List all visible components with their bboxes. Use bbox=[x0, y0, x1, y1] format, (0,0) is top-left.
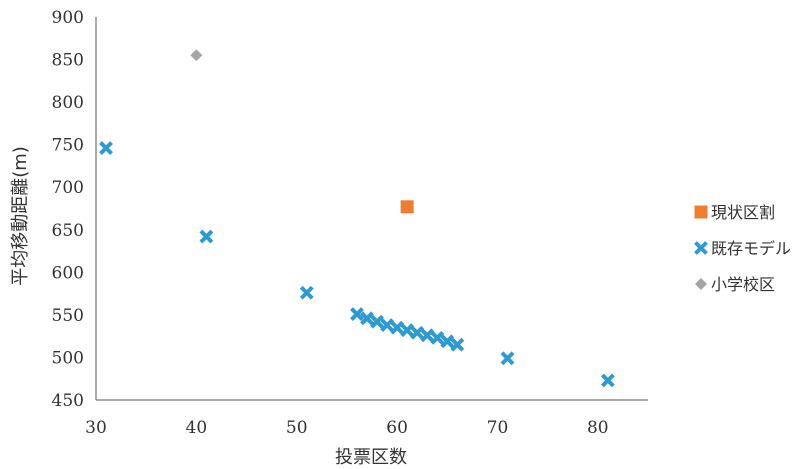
x-tick-labels: 30 40 50 60 70 80 bbox=[85, 418, 608, 438]
data-point-2-8 bbox=[390, 320, 405, 335]
y-axis-title: 平均移動距離(m) bbox=[10, 146, 31, 286]
data-point-2-12 bbox=[430, 330, 445, 345]
legend-marker-2 bbox=[694, 241, 708, 255]
y-tick-label: 550 bbox=[52, 306, 84, 326]
data-point-2-5 bbox=[360, 311, 374, 326]
y-tick-label: 900 bbox=[52, 8, 84, 28]
data-point-2-11 bbox=[420, 328, 435, 343]
x-tick-label: 50 bbox=[286, 418, 308, 438]
data-point-2-14 bbox=[450, 337, 465, 352]
legend-label-2: 既存モデル bbox=[711, 239, 791, 258]
legend-label-1: 現状区割 bbox=[711, 203, 775, 222]
x-tick-label: 60 bbox=[386, 418, 408, 438]
y-tick-label: 800 bbox=[52, 93, 84, 113]
data-point-1-1 bbox=[400, 200, 414, 214]
data-point-2-13 bbox=[440, 334, 455, 349]
data-point-2-15 bbox=[500, 351, 515, 366]
legend-marker-3 bbox=[695, 278, 707, 290]
x-tick-label: 40 bbox=[186, 418, 208, 438]
data-point-2-1 bbox=[99, 141, 113, 155]
data-point-2-7 bbox=[380, 318, 394, 333]
data-point-2-4 bbox=[350, 307, 364, 321]
data-point-2-6 bbox=[370, 314, 384, 329]
y-tick-labels: 450 500 550 600 650 700 750 800 850 900 bbox=[52, 8, 84, 411]
x-tick-label: 80 bbox=[587, 418, 609, 438]
data-point-2-16 bbox=[600, 373, 615, 388]
y-tick-label: 600 bbox=[52, 263, 84, 283]
data-points bbox=[99, 49, 615, 388]
data-point-2-3 bbox=[299, 285, 314, 300]
y-tick-label: 450 bbox=[52, 391, 84, 411]
x-tick-label: 30 bbox=[85, 418, 107, 438]
legend-label-3: 小学校区 bbox=[711, 275, 775, 294]
y-tick-label: 750 bbox=[52, 136, 84, 156]
data-point-2-10 bbox=[410, 325, 425, 340]
y-tick-label: 650 bbox=[52, 221, 84, 241]
x-tick-label: 70 bbox=[487, 418, 509, 438]
data-point-3-1 bbox=[190, 49, 203, 62]
data-point-2-9 bbox=[400, 323, 415, 338]
y-tick-label: 500 bbox=[52, 348, 84, 368]
x-axis-title: 投票区数 bbox=[335, 447, 407, 468]
y-tick-label: 850 bbox=[52, 51, 84, 71]
data-point-2-2 bbox=[199, 229, 214, 244]
y-tick-label: 700 bbox=[52, 178, 84, 198]
legend-marker-1 bbox=[694, 205, 708, 219]
